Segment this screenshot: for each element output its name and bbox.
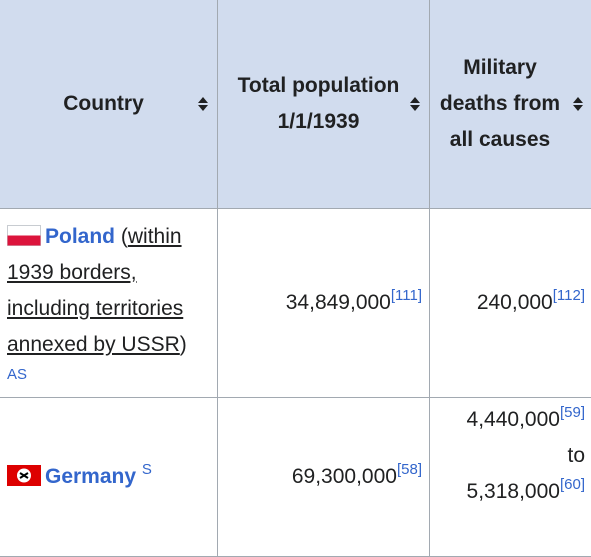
header-label: Total population 1/1/1939 [226, 68, 421, 140]
deaths: 4,440,000 [467, 408, 560, 431]
population-cell: 69,300,000[58] [218, 398, 430, 557]
sort-icon[interactable] [198, 97, 208, 111]
header-label: Country [63, 86, 154, 122]
sort-icon[interactable] [573, 97, 583, 111]
paren: ) [180, 333, 187, 356]
population-cell: 34,849,000[111] [218, 209, 430, 398]
sort-icon[interactable] [410, 97, 420, 111]
country-cell: Germany S [0, 398, 218, 557]
table-row: Poland (within 1939 borders, including t… [0, 209, 591, 398]
country-cell: Poland (within 1939 borders, including t… [0, 209, 218, 398]
reference[interactable]: [111] [391, 287, 422, 304]
country-tag: AS [7, 363, 210, 387]
population: 69,300,000 [292, 465, 397, 488]
header-label: Military deaths from all causes [438, 50, 584, 158]
range-joiner: to [437, 438, 585, 474]
country-tag[interactable]: S [142, 461, 152, 478]
reference[interactable]: [59] [560, 404, 585, 421]
deaths-cell: 4,440,000[59] to 5,318,000[60] [430, 398, 591, 557]
header-cell[interactable]: Total population 1/1/1939 [218, 0, 430, 209]
country-link[interactable]: Germany [45, 465, 136, 488]
reference[interactable]: [58] [397, 461, 422, 478]
flag-icon [7, 225, 41, 246]
reference[interactable]: [60] [560, 476, 585, 493]
reference[interactable]: [112] [553, 287, 585, 304]
paren: ( [121, 225, 128, 248]
country-link[interactable]: Poland [45, 225, 115, 248]
deaths-line: 4,440,000[59] [437, 402, 585, 438]
page: Country Total population 1/1/1939 Milita… [0, 0, 591, 514]
header-cell[interactable]: Military deaths from all causes [430, 0, 591, 209]
flag-icon [7, 465, 41, 486]
table-row: Germany S 69,300,000[58] 4,440,000[59] t… [0, 398, 591, 557]
deaths-cell: 240,000[112] [430, 209, 591, 398]
deaths: 240,000 [477, 291, 553, 314]
population: 34,849,000 [286, 291, 391, 314]
deaths-line: 5,318,000[60] [437, 474, 585, 510]
deaths: 5,318,000 [467, 480, 560, 503]
header-cell[interactable]: Country [0, 0, 218, 209]
header-row: Country Total population 1/1/1939 Milita… [0, 0, 591, 209]
